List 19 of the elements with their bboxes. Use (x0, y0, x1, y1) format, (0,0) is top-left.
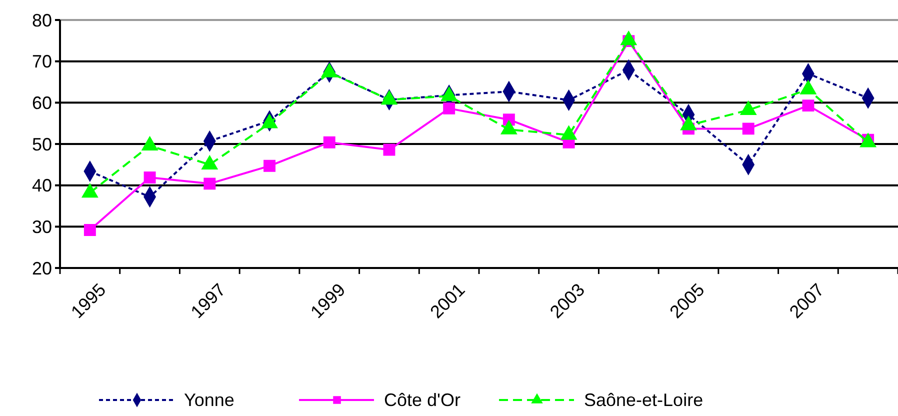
point (742, 122, 754, 135)
legend-label: Saône-et-Loire (584, 390, 704, 410)
point (84, 224, 96, 236)
point (323, 136, 336, 148)
point (383, 144, 396, 156)
y-tick-label: 70 (32, 52, 52, 72)
y-tick-label: 60 (32, 92, 52, 113)
y-tick-label: 30 (32, 216, 52, 237)
point (802, 100, 814, 112)
point (144, 172, 156, 184)
y-tick-label: 40 (32, 176, 52, 196)
point (443, 102, 456, 114)
y-tick-label: 20 (32, 258, 52, 278)
y-tick-label: 80 (32, 10, 52, 30)
point (204, 178, 216, 190)
legend-label: Yonne (184, 390, 234, 410)
legend-label: Côte d'Or (384, 390, 460, 410)
point (264, 160, 276, 172)
y-tick-label: 50 (32, 134, 52, 154)
